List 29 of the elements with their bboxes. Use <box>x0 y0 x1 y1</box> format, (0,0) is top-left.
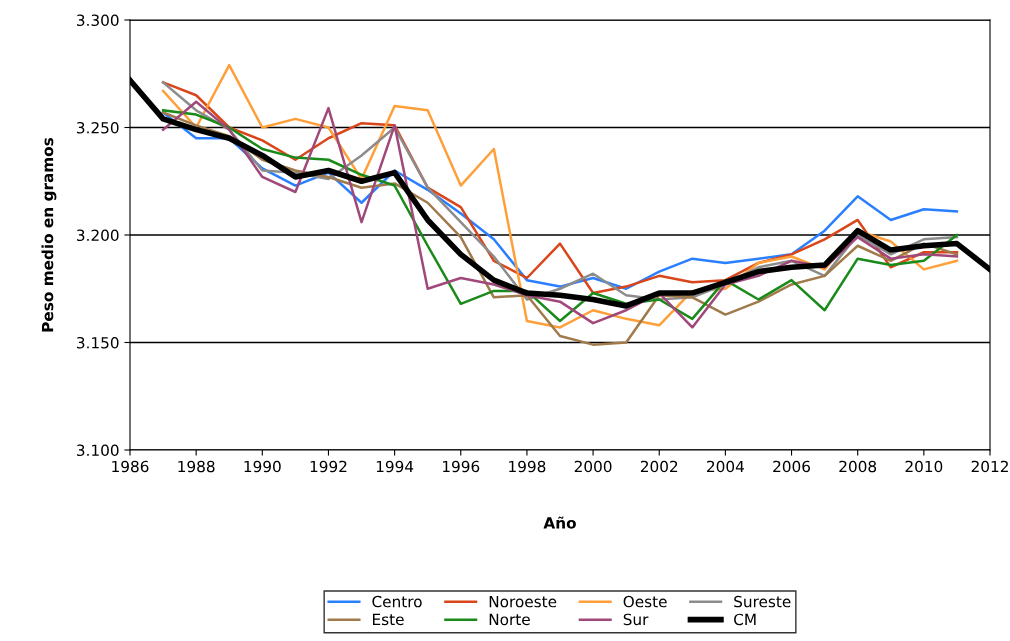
y-tick-label: 3.250 <box>77 121 119 134</box>
x-tick-label: 2000 <box>574 460 612 473</box>
y-tick-label: 3.200 <box>77 229 119 242</box>
legend-label: Centro <box>372 595 422 608</box>
legend-label: Oeste <box>623 595 667 608</box>
y-axis-title: Peso medio en gramos <box>41 137 57 332</box>
x-tick-label: 2004 <box>707 460 744 473</box>
legend-label: Norte <box>489 613 530 626</box>
y-tick-label: 3.150 <box>77 336 119 349</box>
x-tick-label: 2008 <box>839 460 877 473</box>
x-tick-label: 2006 <box>773 460 811 473</box>
x-tick-label: 2002 <box>640 460 678 473</box>
y-tick-label: 3.100 <box>77 444 119 457</box>
legend-label: Este <box>373 613 404 626</box>
x-tick-label: 1992 <box>310 460 347 473</box>
legend-label: Sureste <box>734 595 791 608</box>
x-tick-label: 1986 <box>112 460 149 473</box>
x-tick-label: 1988 <box>178 460 215 473</box>
y-tick-label: 3.300 <box>77 14 119 27</box>
x-tick-label: 1994 <box>376 460 414 473</box>
x-axis-title: Año <box>543 516 576 529</box>
x-tick-label: 2012 <box>971 460 1008 473</box>
legend-label: CM <box>734 613 756 626</box>
legend-label: Sur <box>623 613 649 626</box>
legend-label: Noroeste <box>489 595 557 608</box>
x-tick-label: 1998 <box>509 460 546 473</box>
x-tick-label: 1996 <box>443 460 480 473</box>
x-tick-label: 1990 <box>244 460 281 473</box>
x-tick-label: 2010 <box>905 460 943 473</box>
